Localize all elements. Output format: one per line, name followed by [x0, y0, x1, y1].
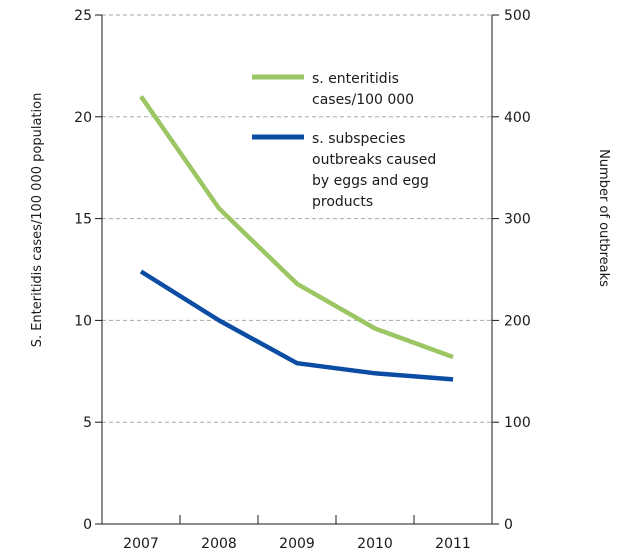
legend-label-2: s. subspecies: [312, 131, 406, 147]
axes: 0 5 10 15 20 25 0 100 200 300 400 500 2007 2008 2009 20…: [74, 8, 531, 552]
y-left-tick-label: 0: [83, 517, 92, 533]
y-right-tick-label: 300: [504, 212, 531, 228]
y-left-tick-label: 5: [83, 415, 92, 431]
y-right-tick-label: 100: [504, 415, 531, 431]
x-tick-label: 2007: [123, 536, 159, 552]
legend-label-2: products: [312, 194, 373, 210]
y-left-tick-label: 10: [74, 313, 92, 329]
y-axis-label-right: Number of outbreaks: [596, 149, 611, 287]
legend-label-1: s. enteritidis: [312, 71, 399, 87]
y-right-tick-label: 400: [504, 110, 531, 126]
series-line-2: [139, 269, 454, 382]
legend-label-2: outbreaks caused: [312, 152, 436, 168]
y-left-tick-label: 15: [74, 212, 92, 228]
y-right-tick-label: 0: [504, 517, 513, 533]
legend: s. enteritidis cases/100 000 s. subspecies…: [252, 71, 436, 210]
x-tick-label: 2008: [201, 536, 237, 552]
legend-label-2: by eggs and egg: [312, 173, 429, 189]
y-right-tick-label: 200: [504, 313, 531, 329]
y-left-tick-label: 20: [74, 110, 92, 126]
gridlines: [102, 14, 492, 423]
x-tick-label: 2009: [279, 536, 315, 552]
legend-label-1: cases/100 000: [312, 92, 414, 108]
y-axis-label-left: S. Enteritidis cases/100 000 population: [30, 93, 45, 348]
y-right-tick-label: 500: [504, 8, 531, 24]
y-left-tick-label: 25: [74, 8, 92, 24]
series-lines: [139, 95, 454, 382]
series-line-1: [139, 95, 454, 360]
x-tick-label: 2011: [435, 536, 471, 552]
x-tick-label: 2010: [357, 536, 393, 552]
